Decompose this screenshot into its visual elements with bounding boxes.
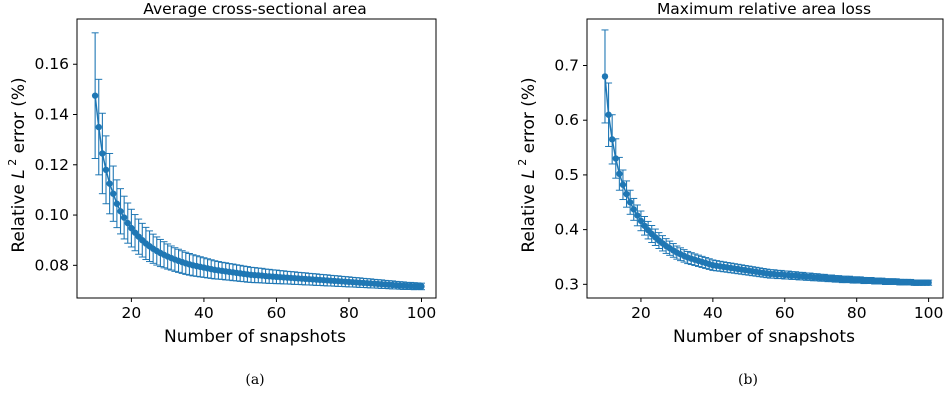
data-point (117, 208, 124, 215)
y-tick-label: 0.4 (554, 221, 579, 239)
x-axis-label: Number of snapshots (164, 327, 346, 347)
data-point (99, 150, 106, 157)
data-point (612, 155, 619, 162)
y-label-l: L (519, 169, 539, 178)
x-tick-label: 20 (122, 304, 142, 322)
y-tick-label: 0.08 (34, 256, 69, 274)
y-tick-label: 0.5 (554, 166, 579, 184)
series-line (94, 95, 422, 288)
data-point (619, 181, 627, 188)
y-label-sup: 2 (6, 159, 19, 170)
caption-a: (a) (245, 372, 265, 388)
y-tick-label: 0.7 (554, 57, 579, 75)
x-tick-label: 40 (703, 304, 723, 322)
data-point (106, 180, 113, 187)
y-tick-label: 0.16 (34, 55, 69, 73)
chart-title: Maximum relative area loss (657, 0, 871, 18)
data-point (641, 222, 648, 229)
x-tick-label: 100 (914, 304, 944, 322)
y-tick-label: 0.6 (554, 111, 579, 129)
y-label-sup: 2 (516, 159, 529, 170)
x-axis-label: Number of snapshots (673, 327, 855, 347)
plot-frame (76, 18, 437, 299)
data-point (113, 200, 121, 207)
plot-area: 20 40 60 80 100 0.3 0.4 0.5 0.6 0.7 (554, 18, 944, 322)
x-tick-label: 40 (194, 304, 214, 322)
chart-maximum-relative-area-loss: Maximum relative area loss Number of sna… (516, 0, 944, 347)
x-tick-label: 60 (267, 304, 287, 322)
data-point (418, 283, 425, 290)
y-tick-label: 0.3 (554, 275, 579, 293)
caption-b: (b) (738, 372, 758, 388)
x-tick-label: 60 (775, 304, 795, 322)
data-point (616, 170, 623, 178)
y-axis-label: Relative L 2 error (%) (516, 77, 539, 252)
data-point (120, 214, 128, 221)
y-tick-label: 0.14 (34, 106, 69, 124)
x-tick-label: 80 (847, 304, 867, 322)
y-tick-label: 0.12 (34, 156, 69, 174)
data-point (608, 136, 616, 143)
data-point (95, 123, 102, 131)
chart-average-cross-sectional-area: Average cross-sectional area Number of s… (6, 0, 437, 347)
x-tick-label: 20 (631, 304, 651, 322)
data-point (605, 111, 612, 118)
y-label-rest: error (%) (9, 77, 29, 158)
data-point (925, 279, 932, 286)
data-point (124, 219, 131, 227)
data-point (601, 73, 609, 80)
data-point (623, 190, 630, 198)
chart-title: Average cross-sectional area (143, 0, 366, 18)
data-point (128, 224, 135, 232)
y-tick-label: 0.10 (34, 206, 69, 224)
y-label-rest: error (%) (519, 77, 539, 158)
data-point (110, 190, 117, 197)
y-axis-label: Relative L 2 error (%) (6, 77, 29, 252)
x-tick-label: 100 (407, 304, 437, 322)
y-label-l: L (9, 169, 29, 178)
x-tick-label: 80 (339, 304, 359, 322)
plot-frame (586, 18, 944, 299)
data-point (634, 212, 641, 219)
data-point (630, 206, 637, 213)
data-point (626, 199, 634, 206)
y-label-text: Relative (519, 179, 539, 253)
data-point (91, 92, 99, 99)
data-point (637, 217, 645, 225)
data-point (102, 166, 110, 174)
plot-area: 20 40 60 80 100 0.08 0.10 0.12 0.14 0.16 (34, 18, 437, 322)
y-label-text: Relative (9, 179, 29, 253)
series-line (604, 76, 929, 284)
